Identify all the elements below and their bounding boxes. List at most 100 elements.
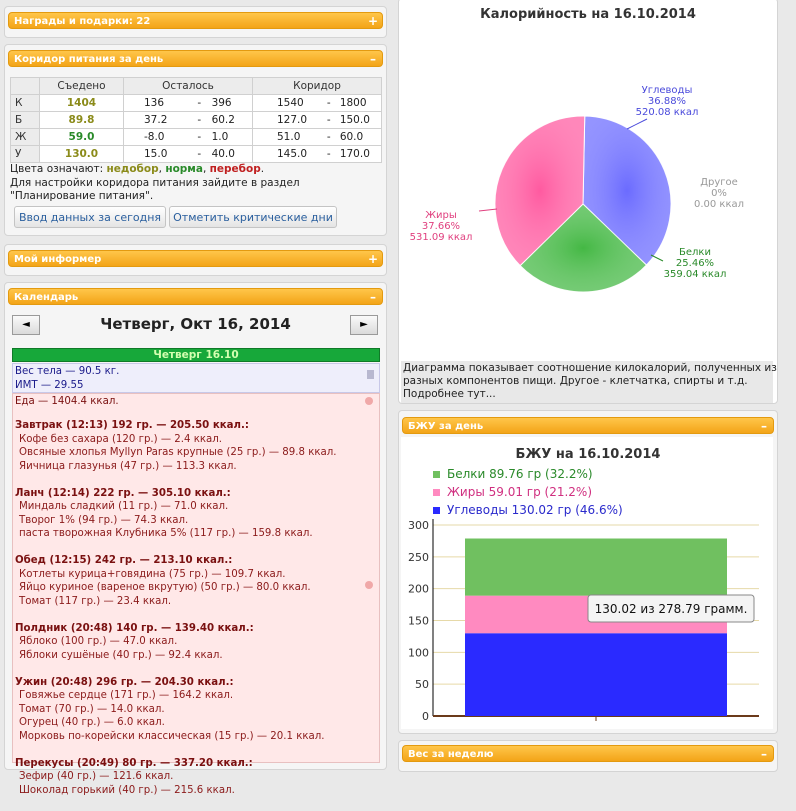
- corridor-panel: Коридор питания за день – Съедено Остало…: [4, 44, 387, 236]
- meal-item[interactable]: Томат (70 гр.) — 14.0 ккал.: [19, 703, 165, 715]
- pie-leader-line: [650, 254, 664, 262]
- awards-header[interactable]: Награды и подарки: 22 +: [8, 12, 383, 29]
- expand-icon[interactable]: +: [368, 252, 379, 266]
- left-dash: -: [190, 145, 208, 163]
- eaten-value: 130.0: [39, 145, 124, 163]
- bmi: ИМТ — 29.55: [15, 379, 84, 391]
- next-day-button[interactable]: ►: [350, 315, 378, 335]
- weight-block[interactable]: Вес тела — 90.5 кг. ИМТ — 29.55: [12, 363, 380, 393]
- calendar-header[interactable]: Календарь –: [8, 288, 383, 305]
- arrow-right-icon: ►: [360, 319, 368, 330]
- bar-segment-Углеводы[interactable]: [465, 633, 727, 716]
- corridor-col-eaten: Съедено: [39, 77, 124, 95]
- corridor-legend: Цвета означают: недобор, норма, перебор.: [10, 163, 264, 176]
- corridor-dash: -: [321, 145, 336, 163]
- mark-critical-days-button[interactable]: Отметить критические дни: [169, 206, 337, 228]
- meal-item[interactable]: паста творожная Клубника 5% (117 гр.) — …: [19, 528, 313, 539]
- corridor-col-corridor-label: Коридор: [293, 80, 341, 92]
- legend-over: перебор: [209, 163, 261, 175]
- hand-icon[interactable]: [365, 397, 373, 405]
- legend-swatch: [433, 471, 440, 478]
- meal-title[interactable]: Перекусы (20:49) 80 гр. — 337.20 ккал.:: [15, 757, 253, 769]
- legend-norm: норма: [165, 163, 203, 175]
- meal-item[interactable]: Яблоки сушёные (40 гр.) — 92.4 ккал.: [19, 649, 223, 661]
- meal-title[interactable]: Полдник (20:48) 140 гр. — 139.40 ккал.:: [15, 622, 254, 634]
- body-weight: Вес тела — 90.5 кг.: [15, 366, 120, 377]
- meal-item[interactable]: Зефир (40 гр.) — 121.6 ккал.: [19, 771, 174, 782]
- day-bar[interactable]: Четверг 16.10: [12, 348, 380, 362]
- left-from: 37.2: [122, 111, 191, 129]
- enter-today-button[interactable]: Ввод данных за сегодня: [14, 206, 166, 228]
- left-dash: -: [190, 94, 208, 112]
- pie-slice-shine-1: [520, 204, 647, 292]
- row-label: Б: [10, 111, 40, 129]
- corridor-dash: -: [321, 111, 336, 129]
- meal-title[interactable]: Обед (12:15) 242 гр. — 213.10 ккал.:: [15, 555, 233, 566]
- meal-item[interactable]: Яблоко (100 гр.) — 47.0 ккал.: [19, 636, 178, 647]
- calendar-panel: Календарь – ◄ Четверг, Окт 16, 2014 ► Че…: [4, 282, 387, 796]
- arrow-left-icon: ◄: [22, 319, 30, 330]
- corridor-dash: -: [321, 128, 336, 146]
- meal-item[interactable]: Томат (117 гр.) — 23.4 ккал.: [19, 595, 172, 607]
- meals-list: Завтрак (12:13) 192 гр. — 205.50 ккал.: К…: [15, 419, 337, 811]
- calories-more-link[interactable]: Подробнее тут...: [403, 388, 496, 400]
- pie-label-kcal: 0.00 ккал: [694, 199, 744, 210]
- hand-icon[interactable]: [365, 581, 373, 589]
- legend-entry: Углеводы 130.02 гр (46.6%): [447, 503, 623, 517]
- edit-icon[interactable]: [367, 370, 374, 379]
- food-block: Еда — 1404.4 ккал. Завтрак (12:13) 192 г…: [12, 393, 380, 796]
- meal-item[interactable]: Яичница глазунья (47 гр.) — 113.3 ккал.: [19, 460, 237, 472]
- pie-label-kcal: 359.04 ккал: [664, 269, 727, 280]
- expand-icon[interactable]: +: [368, 14, 379, 28]
- informer-header[interactable]: Мой информер +: [8, 250, 383, 267]
- y-tick-label: 50: [415, 678, 429, 691]
- calories-chart-title: Калорийность на 16.10.2014: [480, 7, 696, 22]
- meal-item[interactable]: Морковь по-корейски классическая (15 гр.…: [19, 730, 325, 742]
- bar-segment-Белки[interactable]: [465, 538, 727, 596]
- meal-block: Обед (12:15) 242 гр. — 213.10 ккал.: Котл…: [15, 554, 337, 608]
- row-label: Ж: [10, 128, 40, 146]
- tooltip-box: [587, 594, 755, 623]
- meal-item[interactable]: Кофе без сахара (120 гр.) — 2.4 ккал.: [19, 433, 223, 445]
- collapse-icon[interactable]: –: [370, 290, 376, 304]
- corridor-row: У 130.0 15.0-40.0 145.0-170.0: [10, 145, 382, 163]
- corridor-header[interactable]: Коридор питания за день –: [8, 50, 383, 67]
- meal-title[interactable]: Ланч (12:14) 222 гр. — 305.10 ккал.:: [15, 487, 231, 499]
- meal-item[interactable]: Котлеты курица+говядина (75 гр.) — 109.7…: [19, 568, 286, 580]
- collapse-icon[interactable]: –: [370, 52, 376, 66]
- legend-prefix: Цвета означают:: [10, 163, 104, 175]
- legend-entry: Жиры 59.01 гр (21.2%): [447, 485, 592, 499]
- meal-item[interactable]: Миндаль сладкий (11 гр.) — 71.0 ккал.: [19, 501, 229, 512]
- legend-sep-1: ,: [158, 163, 162, 175]
- y-tick-label: 0: [422, 710, 429, 723]
- meal-item[interactable]: Творог 1% (94 гр.) — 74.3 ккал.: [19, 514, 189, 526]
- left-dash: -: [190, 128, 208, 146]
- left-to: 1.0: [207, 128, 253, 146]
- meal-item[interactable]: Овсяные хлопья Myllyn Paras крупные (25 …: [19, 447, 337, 458]
- collapse-icon[interactable]: –: [761, 747, 767, 761]
- bju-header[interactable]: БЖУ за день –: [402, 417, 774, 434]
- weight-header[interactable]: Вес за неделю –: [402, 745, 774, 762]
- meal-title[interactable]: Завтрак (12:13) 192 гр. — 205.50 ккал.:: [15, 420, 249, 431]
- meal-title[interactable]: Ужин (20:48) 296 гр. — 204.30 ккал.:: [15, 676, 234, 688]
- corridor-to: 150.0: [335, 111, 382, 129]
- pie-slice-shine-2: [495, 116, 585, 266]
- legend-swatch: [433, 507, 440, 514]
- meal-item[interactable]: Шоколад горький (40 гр.) — 215.6 ккал.: [19, 784, 235, 796]
- corridor-to: 170.0: [335, 145, 382, 163]
- meal-item[interactable]: Говяжье сердце (171 гр.) — 164.2 ккал.: [19, 690, 234, 701]
- pie-slice-shine-0: [583, 116, 671, 266]
- meal-item[interactable]: Яйцо куриное (вареное вкрутую) (50 гр.) …: [19, 582, 311, 593]
- prev-day-button[interactable]: ◄: [12, 315, 40, 335]
- left-from: -8.0: [122, 128, 191, 146]
- legend-sep-2: ,: [202, 163, 207, 175]
- bju-chart-title: БЖУ на 16.10.2014: [515, 447, 661, 462]
- corridor-row: Б 89.8 37.2-60.2 127.0-150.0: [10, 111, 382, 129]
- corridor-from: 145.0: [251, 145, 322, 163]
- corridor-col-left: Осталось: [123, 77, 253, 95]
- legend-entry: Белки 89.76 гр (32.2%): [447, 467, 593, 481]
- meal-item[interactable]: Огурец (40 гр.) — 6.0 ккал.: [19, 717, 165, 728]
- collapse-icon[interactable]: –: [761, 419, 767, 433]
- left-to: 40.0: [207, 145, 253, 163]
